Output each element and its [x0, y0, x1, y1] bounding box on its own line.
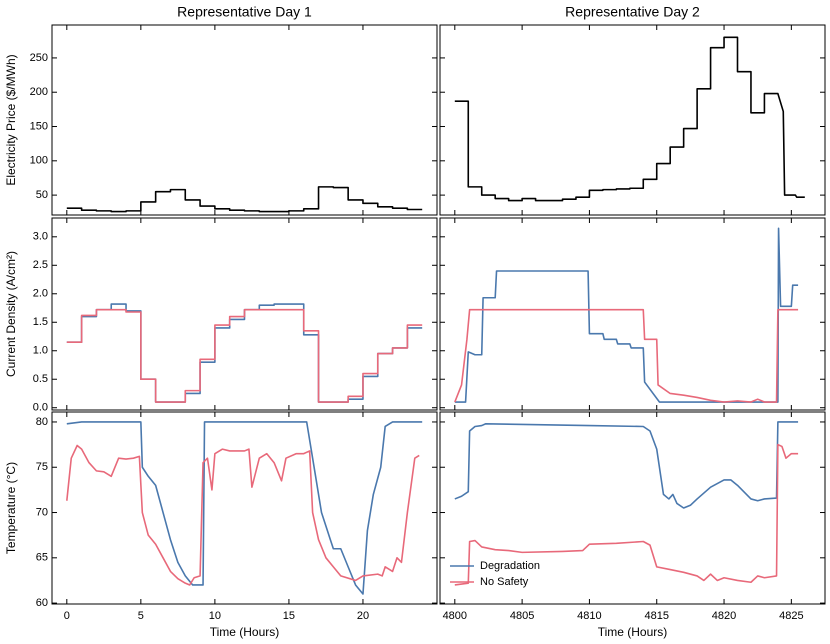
- x-tick-label: 4810: [577, 610, 601, 622]
- x-tick-label: 4815: [644, 610, 668, 622]
- series-line: [454, 421, 799, 509]
- y-tick-label: 60: [36, 597, 48, 609]
- plot-frame: [439, 217, 826, 411]
- y-axis-label: Current Density (A/cm²): [4, 251, 18, 377]
- legend-label: Degradation: [480, 560, 540, 572]
- y-tick-label: 75: [36, 461, 48, 473]
- series-line: [454, 227, 799, 403]
- panel-title: Representative Day 1: [177, 4, 312, 20]
- panel-title: Representative Day 2: [565, 4, 700, 20]
- x-tick-label: 4800: [443, 610, 467, 622]
- y-tick-label: 2.5: [33, 259, 48, 271]
- plot-frame: [51, 411, 438, 605]
- y-tick-label: 100: [30, 155, 48, 167]
- x-tick-label: 10: [209, 610, 221, 622]
- series-line: [66, 303, 423, 403]
- y-tick-label: 3.0: [33, 231, 48, 243]
- x-tick-label: 15: [283, 610, 295, 622]
- x-tick-label: 4805: [510, 610, 534, 622]
- y-tick-label: 2.0: [33, 288, 48, 300]
- x-tick-label: 5: [138, 610, 144, 622]
- y-tick-label: 150: [30, 120, 48, 132]
- legend-label: No Safety: [480, 576, 529, 588]
- x-tick-label: 0: [64, 610, 70, 622]
- y-tick-label: 50: [36, 189, 48, 201]
- series-line: [66, 421, 423, 595]
- plot-frame: [51, 217, 438, 411]
- y-tick-label: 70: [36, 506, 48, 518]
- y-axis-label: Temperature (°C): [4, 462, 18, 554]
- series-line: [454, 443, 799, 586]
- y-tick-label: 200: [30, 86, 48, 98]
- y-tick-label: 65: [36, 552, 48, 564]
- y-tick-label: 1.0: [33, 345, 48, 357]
- plot-frame: [439, 411, 826, 605]
- series-line: [66, 308, 423, 403]
- y-tick-label: 80: [36, 416, 48, 428]
- plot-frame: [51, 24, 438, 216]
- y-tick-label: 0.0: [33, 402, 48, 414]
- x-tick-label: 4825: [779, 610, 803, 622]
- series-line: [454, 36, 805, 202]
- y-tick-label: 0.5: [33, 373, 48, 385]
- y-tick-label: 250: [30, 52, 48, 64]
- x-tick-label: 4820: [712, 610, 736, 622]
- series-line: [66, 186, 423, 213]
- x-tick-label: 20: [357, 610, 369, 622]
- series-line: [454, 308, 799, 403]
- x-axis-label: Time (Hours): [210, 625, 280, 639]
- y-tick-label: 1.5: [33, 316, 48, 328]
- x-axis-label: Time (Hours): [598, 625, 668, 639]
- y-axis-label: Electricity Price ($/MWh): [4, 54, 18, 185]
- plot-frame: [439, 24, 826, 216]
- series-line: [66, 444, 420, 586]
